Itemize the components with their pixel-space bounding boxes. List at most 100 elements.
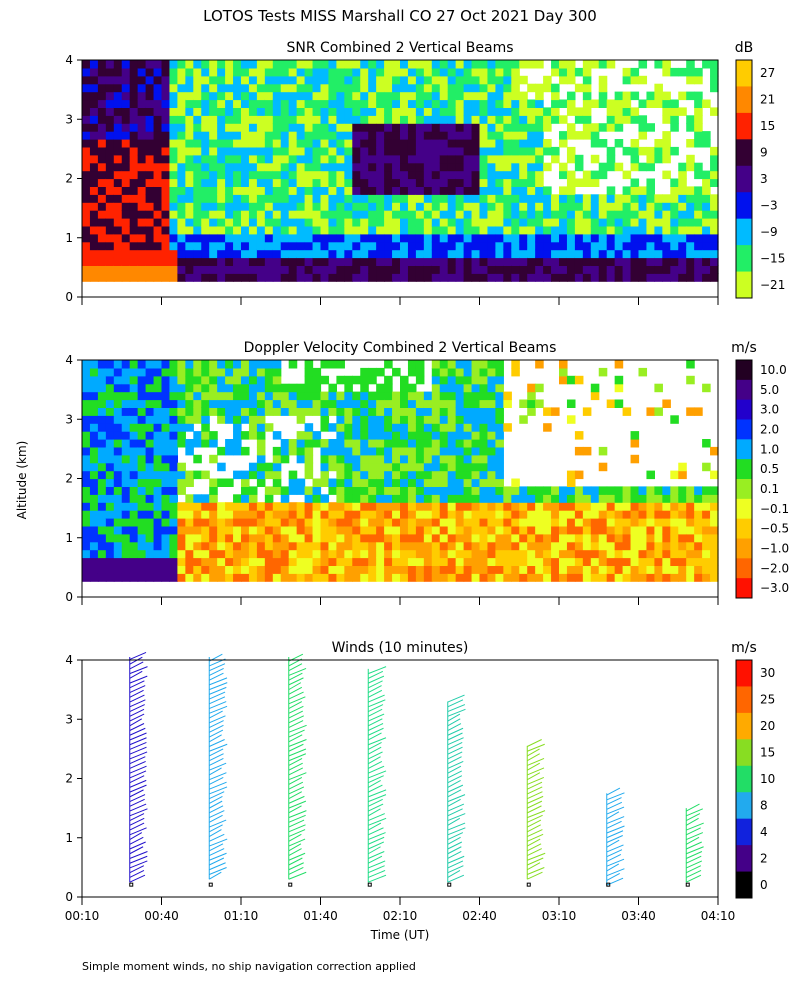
wind-barb: [527, 819, 542, 828]
heatmap-cell: [89, 146, 99, 156]
heatmap-cell: [161, 107, 171, 116]
heatmap-cell: [256, 186, 266, 195]
heatmap-cell: [487, 565, 496, 574]
wind-barb: [129, 670, 143, 679]
heatmap-cell: [209, 478, 218, 487]
heatmap-cell: [97, 415, 107, 424]
heatmap-cell: [352, 83, 361, 93]
heatmap-cell: [598, 494, 608, 503]
heatmap-cell: [241, 210, 250, 219]
heatmap-cell: [368, 502, 377, 511]
heatmap-cell: [686, 494, 695, 503]
heatmap-cell: [177, 83, 186, 93]
wind-barb: [209, 748, 224, 757]
heatmap-cell: [551, 194, 560, 203]
heatmap-cell: [280, 265, 290, 274]
heatmap-cell: [447, 170, 457, 180]
heatmap-cell: [153, 407, 163, 416]
heatmap-cell: [590, 202, 600, 211]
heatmap-cell: [686, 194, 695, 203]
heatmap-cell: [400, 131, 409, 140]
heatmap-cell: [201, 115, 210, 124]
heatmap-cell: [105, 91, 115, 101]
heatmap-cell: [447, 123, 457, 132]
heatmap-cell: [646, 565, 655, 574]
heatmap-cell: [241, 131, 250, 140]
heatmap-cell: [344, 186, 353, 195]
heatmap-cell: [694, 407, 703, 416]
heatmap-cell: [177, 67, 186, 77]
heatmap-cell: [376, 186, 385, 195]
heatmap-cell: [400, 273, 409, 282]
heatmap-cell: [710, 178, 719, 187]
heatmap-cell: [264, 360, 274, 369]
heatmap-cell: [105, 131, 115, 140]
heatmap-cell: [233, 241, 242, 251]
heatmap-cell: [392, 273, 401, 282]
heatmap-cell: [479, 107, 489, 116]
heatmap-cell: [280, 139, 290, 148]
heatmap-cell: [630, 233, 640, 243]
heatmap-cell: [407, 541, 417, 551]
wind-barb: [288, 800, 307, 809]
surface-marker: [288, 882, 293, 887]
heatmap-cell: [193, 415, 202, 424]
heatmap-cell: [543, 257, 552, 266]
heatmap-cell: [272, 186, 282, 195]
heatmap-cell: [535, 146, 544, 156]
heatmap-cell: [288, 60, 298, 69]
heatmap-cell: [423, 225, 433, 235]
heatmap-cell: [407, 139, 417, 148]
heatmap-cell: [177, 360, 186, 369]
heatmap-cell: [686, 225, 695, 235]
wind-barb: [527, 786, 543, 795]
heatmap-cell: [169, 186, 178, 195]
heatmap-cell: [471, 257, 481, 266]
wind-barb: [447, 704, 466, 713]
heatmap-cell: [352, 375, 361, 385]
heatmap-cell: [225, 139, 234, 148]
heatmap-cell: [169, 360, 178, 369]
heatmap-cell: [328, 462, 337, 472]
heatmap-cell: [710, 533, 719, 543]
heatmap-cell: [455, 170, 465, 180]
heatmap-cell: [376, 218, 385, 227]
heatmap-cell: [177, 549, 186, 559]
heatmap-cell: [82, 573, 91, 582]
heatmap-cell: [503, 91, 512, 101]
heatmap-cell: [598, 162, 608, 172]
heatmap-cell: [169, 573, 178, 582]
heatmap-cell: [248, 375, 258, 385]
heatmap-cell: [209, 249, 218, 259]
heatmap-cell: [344, 170, 353, 180]
heatmap-cell: [328, 478, 337, 487]
heatmap-cell: [201, 510, 210, 519]
heatmap-cell: [320, 146, 330, 156]
heatmap-cell: [328, 123, 337, 132]
heatmap-cell: [288, 139, 298, 148]
heatmap-cell: [447, 107, 457, 116]
heatmap-cell: [241, 407, 250, 416]
wind-barb: [209, 710, 223, 719]
heatmap-cell: [400, 194, 409, 203]
heatmap-cell: [590, 218, 600, 227]
heatmap-cell: [209, 170, 218, 180]
heatmap-cell: [598, 91, 608, 101]
heatmap-cell: [400, 454, 409, 464]
heatmap-cell: [670, 265, 679, 274]
heatmap-cell: [662, 218, 671, 227]
heatmap-cell: [360, 146, 369, 156]
heatmap-cell: [272, 75, 282, 85]
heatmap-cell: [368, 391, 377, 401]
heatmap-cell: [304, 99, 314, 108]
heatmap-cell: [137, 518, 147, 527]
heatmap-cell: [105, 194, 115, 203]
heatmap-cell: [662, 557, 671, 566]
heatmap-cell: [304, 439, 314, 448]
wind-barb: [447, 746, 463, 755]
wind-barb: [209, 667, 224, 676]
heatmap-cell: [296, 273, 306, 282]
heatmap-cell: [161, 454, 171, 464]
heatmap-cell: [471, 218, 481, 227]
heatmap-cell: [344, 154, 353, 164]
